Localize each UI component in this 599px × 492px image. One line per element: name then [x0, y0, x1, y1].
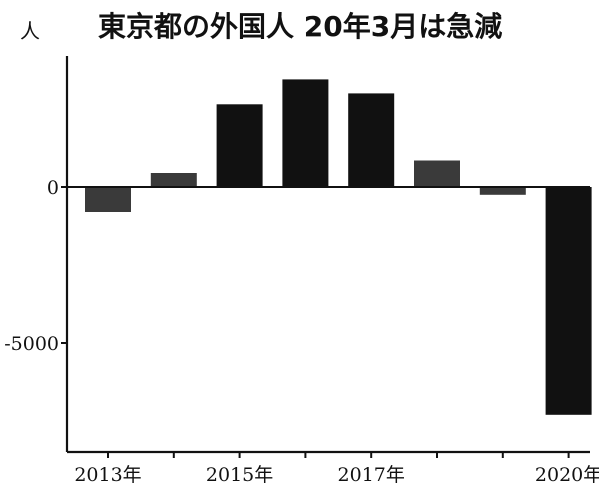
y-tick-label: -5000: [4, 333, 59, 355]
bar-2014年: [150, 173, 197, 187]
bar-2016年: [282, 79, 329, 187]
bar-2020年: [545, 187, 592, 415]
x-ticks: 2013年 2015年 2017年 2020年: [74, 452, 599, 486]
bar-2019年: [479, 187, 526, 195]
bar-2015年: [216, 104, 263, 187]
bar-2013年: [85, 187, 131, 212]
y-tick-label: 0: [47, 177, 59, 199]
y-unit-label: 人: [20, 19, 40, 43]
axes: [65, 56, 590, 454]
x-tick-label: 2017年: [338, 464, 405, 486]
x-tick-label: 2013年: [74, 464, 141, 486]
x-tick-label: 2015年: [206, 464, 273, 486]
bars: [85, 79, 592, 415]
x-tick-label: 2020年: [535, 464, 599, 486]
bar-2018年: [414, 160, 460, 187]
bar-2017年: [348, 93, 395, 187]
chart-title: 東京都の外国人 20年3月は急減: [98, 10, 502, 43]
y-ticks: 0 -5000: [4, 177, 67, 355]
